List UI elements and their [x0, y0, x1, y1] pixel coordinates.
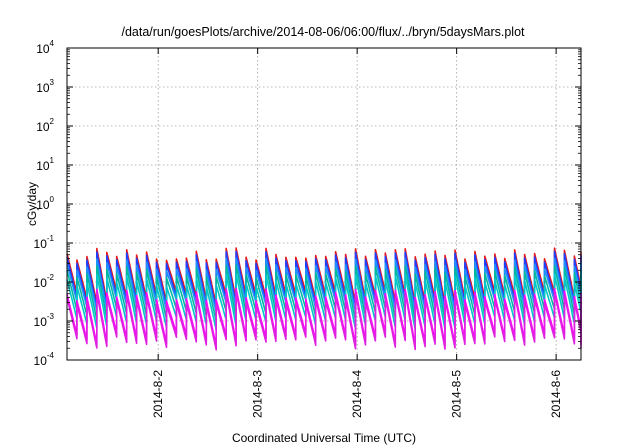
y-tick-label: 100 [36, 195, 54, 212]
y-tick-base: 10 [34, 276, 48, 290]
x-tick-label: 2014-8-3 [251, 370, 265, 418]
x-tick-label: 2014-8-6 [549, 370, 563, 418]
y-tick-label: 103 [36, 78, 54, 95]
y-tick-label: 10-1 [34, 234, 55, 251]
y-tick-base: 10 [34, 315, 48, 329]
y-tick-base: 10 [34, 237, 48, 251]
y-tick-exponent: 2 [50, 117, 55, 126]
y-tick-label: 10-3 [34, 312, 55, 329]
x-axis: 2014-8-2 2014-8-3 2014-8-4 2014-8-5 2014-8-6 [151, 48, 563, 418]
y-tick-label: 10-4 [34, 351, 55, 368]
y-tick-label: 102 [36, 117, 54, 134]
y-tick-exponent: -3 [47, 312, 55, 321]
y-tick-exponent: 3 [50, 78, 55, 87]
series-line [66, 291, 582, 351]
y-tick-exponent: 0 [50, 195, 55, 204]
y-tick-base: 10 [34, 354, 48, 368]
y-tick-label: 101 [36, 156, 54, 173]
y-tick-base: 10 [36, 120, 50, 134]
series-layer [66, 247, 582, 351]
y-axis-label: cGy/day [25, 182, 39, 226]
chart-title: /data/run/goesPlots/archive/2014-08-06/0… [121, 25, 525, 39]
x-axis-label: Coordinated Universal Time (UTC) [232, 431, 416, 445]
y-tick-base: 10 [36, 198, 50, 212]
y-tick-exponent: 4 [50, 39, 55, 48]
y-tick-exponent: -1 [47, 234, 55, 243]
y-tick-base: 10 [36, 81, 50, 95]
x-tick-label: 2014-8-4 [350, 370, 364, 418]
y-tick-exponent: -4 [47, 351, 55, 360]
x-tick-label: 2014-8-5 [450, 370, 464, 418]
y-tick-label: 10-2 [34, 273, 55, 290]
y-tick-exponent: 1 [50, 156, 55, 165]
x-tick-label: 2014-8-2 [151, 370, 165, 418]
y-tick-base: 10 [36, 42, 50, 56]
y-tick-exponent: -2 [47, 273, 55, 282]
y-tick-label: 104 [36, 39, 54, 56]
y-tick-base: 10 [36, 159, 50, 173]
